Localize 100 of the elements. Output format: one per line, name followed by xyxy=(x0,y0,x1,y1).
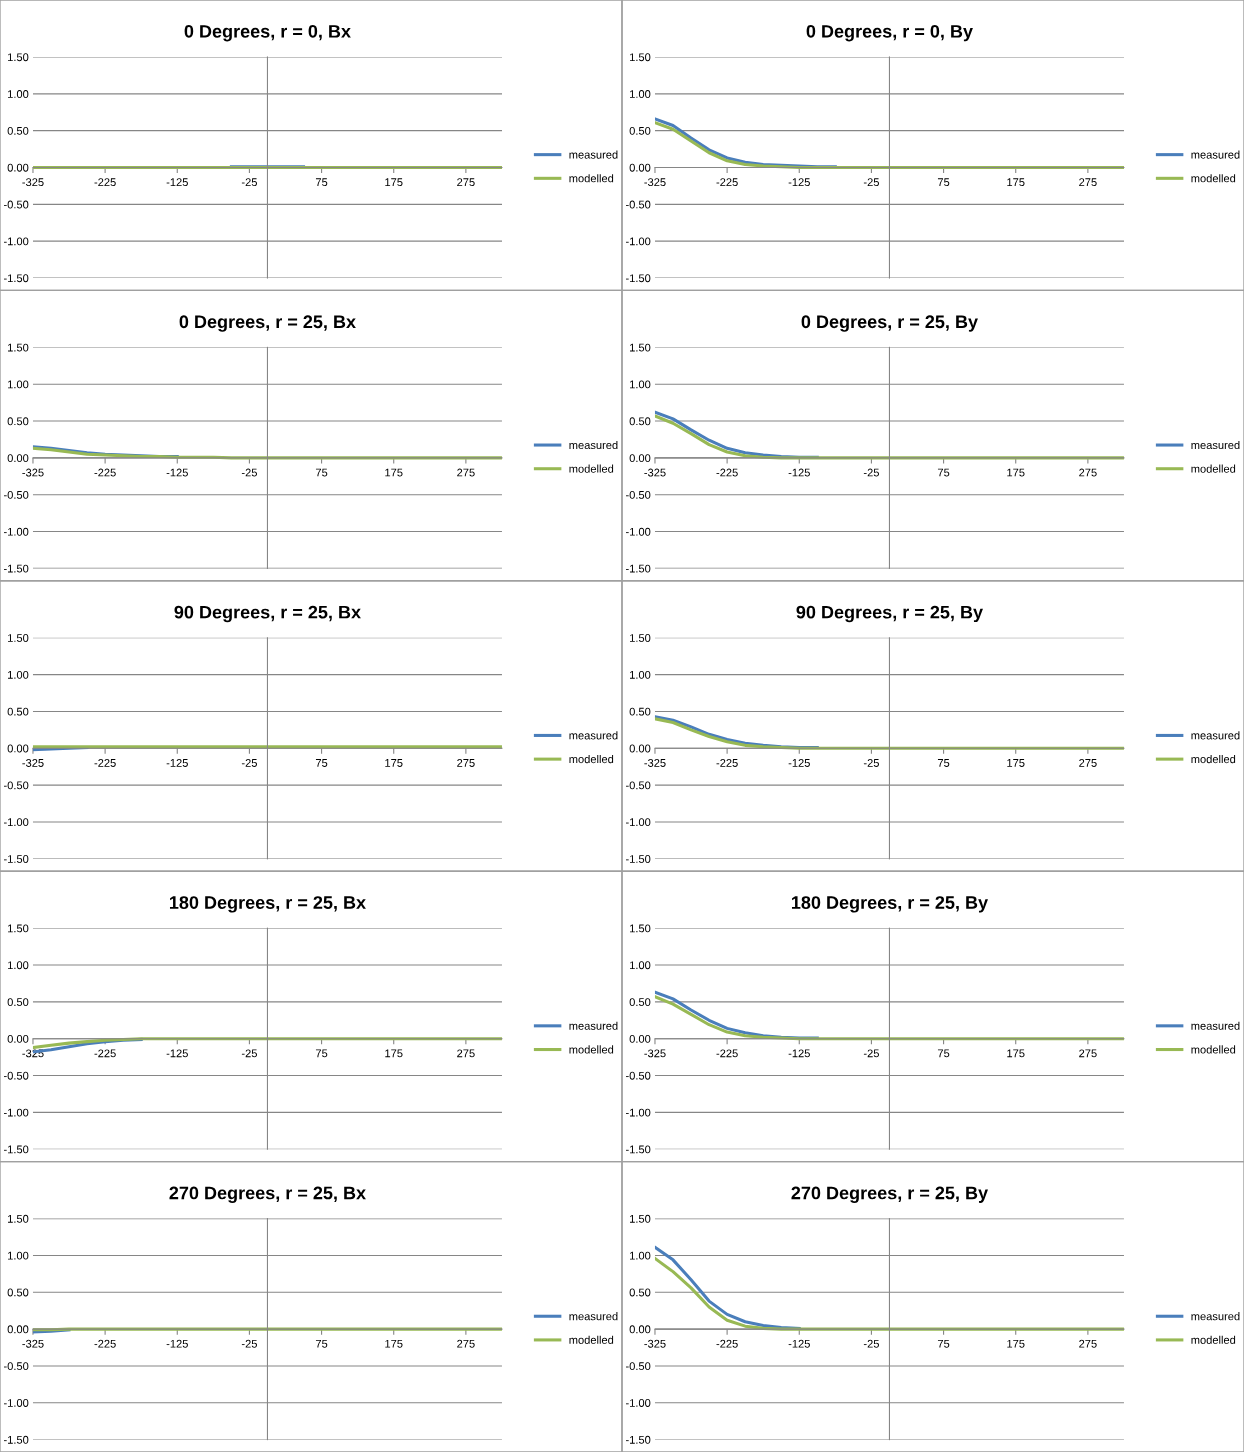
x-tick-label: 175 xyxy=(385,1339,403,1348)
x-tick-label: 75 xyxy=(315,759,328,767)
x-tick-label: -225 xyxy=(716,468,738,477)
x-tick-label: -25 xyxy=(863,759,879,767)
y-tick-label: -1.00 xyxy=(3,1108,29,1117)
y-tick-label: 1.00 xyxy=(8,670,29,679)
legend-label: modelled xyxy=(1191,174,1236,183)
y-tick-label: -0.50 xyxy=(625,200,651,209)
x-tick-label: -125 xyxy=(166,468,188,477)
legend-label: modelled xyxy=(569,464,614,473)
y-tick-label: 0.00 xyxy=(7,1325,29,1334)
y-tick-label: 0.50 xyxy=(629,417,651,426)
x-tick-label: 75 xyxy=(937,468,950,477)
y-tick-label: 0.50 xyxy=(629,126,651,135)
x-tick-label: 75 xyxy=(937,759,950,767)
chart-title: 180 Degrees, r = 25, By xyxy=(791,896,988,913)
x-tick-label: 175 xyxy=(385,1049,403,1058)
x-tick-label: -225 xyxy=(716,1339,738,1348)
x-tick-label: -125 xyxy=(166,178,188,187)
x-tick-label: -225 xyxy=(716,1049,738,1058)
x-tick-label: -25 xyxy=(241,1049,257,1058)
y-tick-label: -1.50 xyxy=(3,1145,29,1154)
y-tick-label: -0.50 xyxy=(625,1071,651,1080)
x-tick-label: 275 xyxy=(1079,178,1097,187)
x-tick-label: 175 xyxy=(1007,1049,1025,1058)
y-tick-label: 1.00 xyxy=(8,90,29,98)
y-tick-label: 0.50 xyxy=(629,998,651,1006)
chart-title: 0 Degrees, r = 25, Bx xyxy=(179,315,356,332)
x-tick-label: -125 xyxy=(788,1339,810,1348)
x-tick-label: -25 xyxy=(863,178,879,187)
y-tick-label: 1.50 xyxy=(630,924,651,933)
x-tick-label: 175 xyxy=(385,178,403,187)
y-tick-label: 0.00 xyxy=(629,744,651,753)
x-tick-label: 275 xyxy=(1079,759,1097,767)
y-tick-label: -1.50 xyxy=(3,855,29,863)
x-tick-label: 75 xyxy=(937,178,950,187)
chart-title: 270 Degrees, r = 25, By xyxy=(791,1186,988,1203)
x-tick-label: -225 xyxy=(94,468,116,477)
y-tick-label: 0.50 xyxy=(7,417,29,426)
y-tick-label: -1.00 xyxy=(3,1399,29,1407)
y-tick-label: 1.00 xyxy=(8,380,29,389)
x-tick-label: -25 xyxy=(863,1049,879,1058)
x-tick-label: -225 xyxy=(94,759,116,767)
y-tick-label: 1.50 xyxy=(8,924,29,933)
y-tick-label: 1.50 xyxy=(8,1214,29,1223)
x-tick-label: -325 xyxy=(644,468,666,477)
y-tick-label: 1.50 xyxy=(630,53,651,62)
legend-label: measured xyxy=(1191,440,1240,450)
legend-label: modelled xyxy=(1191,754,1236,764)
x-tick-label: 75 xyxy=(937,1049,950,1058)
x-tick-label: 175 xyxy=(1007,1339,1025,1348)
chart-title: 0 Degrees, r = 0, Bx xyxy=(184,24,351,42)
x-tick-label: -125 xyxy=(166,759,188,767)
x-tick-label: 275 xyxy=(1079,468,1097,477)
y-tick-label: -1.50 xyxy=(3,1435,29,1444)
chart-title: 0 Degrees, r = 0, By xyxy=(806,24,973,42)
legend-label: modelled xyxy=(569,754,614,764)
y-tick-label: -0.50 xyxy=(625,781,651,790)
y-tick-label: 0.00 xyxy=(7,1034,29,1043)
y-tick-label: -0.50 xyxy=(3,1362,29,1371)
y-tick-label: -0.50 xyxy=(3,781,29,790)
y-tick-label: 1.50 xyxy=(8,343,29,352)
x-tick-label: 175 xyxy=(1007,468,1025,477)
y-tick-label: 1.50 xyxy=(630,343,651,352)
legend-label: measured xyxy=(569,1021,618,1030)
y-tick-label: 1.00 xyxy=(630,90,651,98)
y-tick-label: 1.50 xyxy=(630,1214,651,1223)
legend-label: measured xyxy=(1191,150,1240,159)
x-tick-label: 175 xyxy=(1007,759,1025,767)
y-tick-label: -1.50 xyxy=(625,1145,651,1154)
y-tick-label: 1.00 xyxy=(630,380,651,389)
x-tick-label: -225 xyxy=(94,1049,116,1058)
y-tick-label: 1.00 xyxy=(8,1251,29,1260)
x-tick-label: -225 xyxy=(716,178,738,187)
x-tick-label: 275 xyxy=(457,178,475,187)
x-tick-label: 175 xyxy=(1007,178,1025,187)
x-tick-label: -125 xyxy=(788,759,810,767)
y-tick-label: 0.00 xyxy=(629,1325,651,1334)
y-tick-label: -1.00 xyxy=(625,1399,651,1407)
x-tick-label: -25 xyxy=(241,468,257,477)
x-tick-label: -25 xyxy=(241,178,257,187)
x-tick-label: 75 xyxy=(937,1339,950,1348)
y-tick-label: 0.50 xyxy=(7,1288,29,1297)
x-tick-label: -325 xyxy=(644,759,666,767)
chart-title: 270 Degrees, r = 25, Bx xyxy=(169,1186,366,1203)
legend-label: modelled xyxy=(1191,1045,1236,1054)
x-tick-label: 75 xyxy=(315,178,328,187)
x-tick-label: -25 xyxy=(863,1339,879,1348)
y-tick-label: -1.50 xyxy=(625,1435,651,1444)
legend-label: measured xyxy=(1191,1312,1240,1321)
legend-label: modelled xyxy=(569,174,614,183)
y-tick-label: 0.50 xyxy=(7,707,29,716)
y-tick-label: -1.00 xyxy=(3,527,29,536)
y-tick-label: 0.00 xyxy=(7,163,29,172)
y-tick-label: 0.50 xyxy=(629,707,651,716)
y-tick-label: -1.00 xyxy=(625,1108,651,1117)
x-tick-label: -325 xyxy=(644,1339,666,1348)
y-tick-label: 1.00 xyxy=(630,961,651,970)
x-tick-label: 175 xyxy=(385,759,403,767)
chart-title: 90 Degrees, r = 25, Bx xyxy=(174,605,361,623)
